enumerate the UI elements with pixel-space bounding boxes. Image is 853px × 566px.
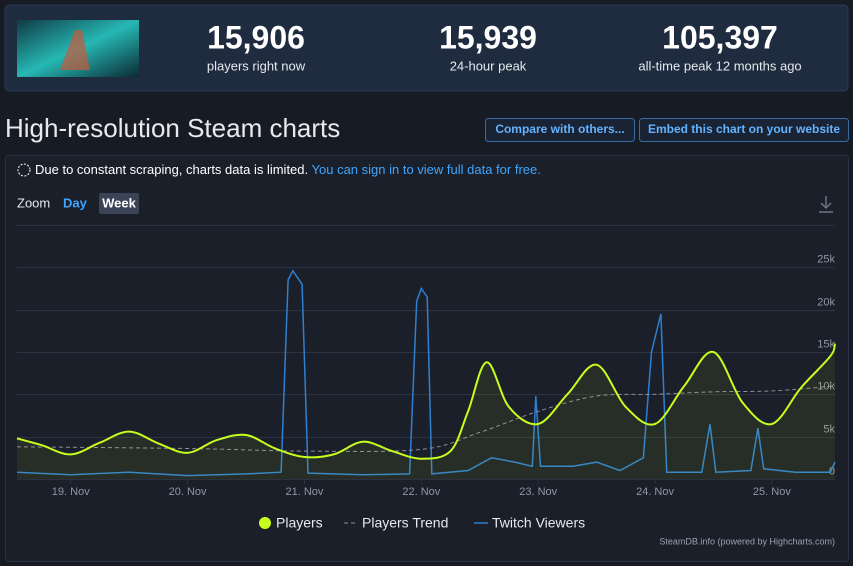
x-tick-label: 20. Nov <box>169 486 207 498</box>
legend-label[interactable]: Players Trend <box>362 515 448 531</box>
y-tick-label: 25k <box>817 253 835 265</box>
zoom-label: Zoom <box>17 195 50 210</box>
embed-button-label[interactable]: Embed this chart on your website <box>648 122 840 136</box>
zoom-week-button[interactable] <box>99 193 139 214</box>
zoom-week[interactable]: Week <box>102 195 136 210</box>
stat-value: 15,906 <box>207 19 305 55</box>
download-icon[interactable] <box>819 196 833 213</box>
chart-panel <box>5 155 849 562</box>
series-line <box>16 385 836 452</box>
x-tick-label: 19. Nov <box>52 486 90 498</box>
x-tick-label: 23. Nov <box>519 486 557 498</box>
series-line <box>16 343 836 460</box>
zoom-day[interactable]: Day <box>63 195 88 210</box>
embed-button[interactable] <box>639 118 849 142</box>
legend-label[interactable]: Players <box>276 515 323 531</box>
stat-label: all-time peak 12 months ago <box>638 58 801 73</box>
plot: 0 5k 10k 15k 20k 25k 19. Nov 20. Nov 21. Nov 22. … <box>16 225 836 531</box>
credit: SteamDB.info (powered by Highcharts.com) <box>659 536 835 546</box>
y-tick-label: 20k <box>817 296 835 308</box>
page-title: High-resolution Steam charts <box>5 113 340 143</box>
stat-label: players right now <box>207 58 306 73</box>
game-image-figure <box>60 30 90 70</box>
header-card <box>4 4 849 92</box>
y-tick-label: 0 <box>829 465 835 477</box>
stat-value: 105,397 <box>662 19 778 55</box>
y-tick-label: 5k <box>823 423 835 435</box>
x-tick-label: 25. Nov <box>753 486 791 498</box>
players-area <box>17 343 835 479</box>
x-tick-label: 22. Nov <box>402 486 440 498</box>
legend-label[interactable]: Twitch Viewers <box>492 515 585 531</box>
y-tick-label: 10k <box>817 380 835 392</box>
x-tick-label: 24. Nov <box>636 486 674 498</box>
y-tick-label: 15k <box>817 338 835 350</box>
compare-button-label[interactable]: Compare with others... <box>495 122 624 136</box>
sign-in-link[interactable]: You can sign in to view full data for fr… <box>312 162 541 177</box>
notice-icon <box>17 163 31 177</box>
notice-message: Due to constant scraping, charts data is… <box>35 162 308 177</box>
notice-text: Due to constant scraping, charts data is… <box>35 162 541 177</box>
legend-symbol[interactable] <box>259 517 271 529</box>
stat-label: 24-hour peak <box>450 58 527 73</box>
series-line <box>16 269 836 477</box>
x-tick-label: 21. Nov <box>286 486 324 498</box>
compare-button[interactable] <box>485 118 635 142</box>
stat-value: 15,939 <box>439 19 537 55</box>
